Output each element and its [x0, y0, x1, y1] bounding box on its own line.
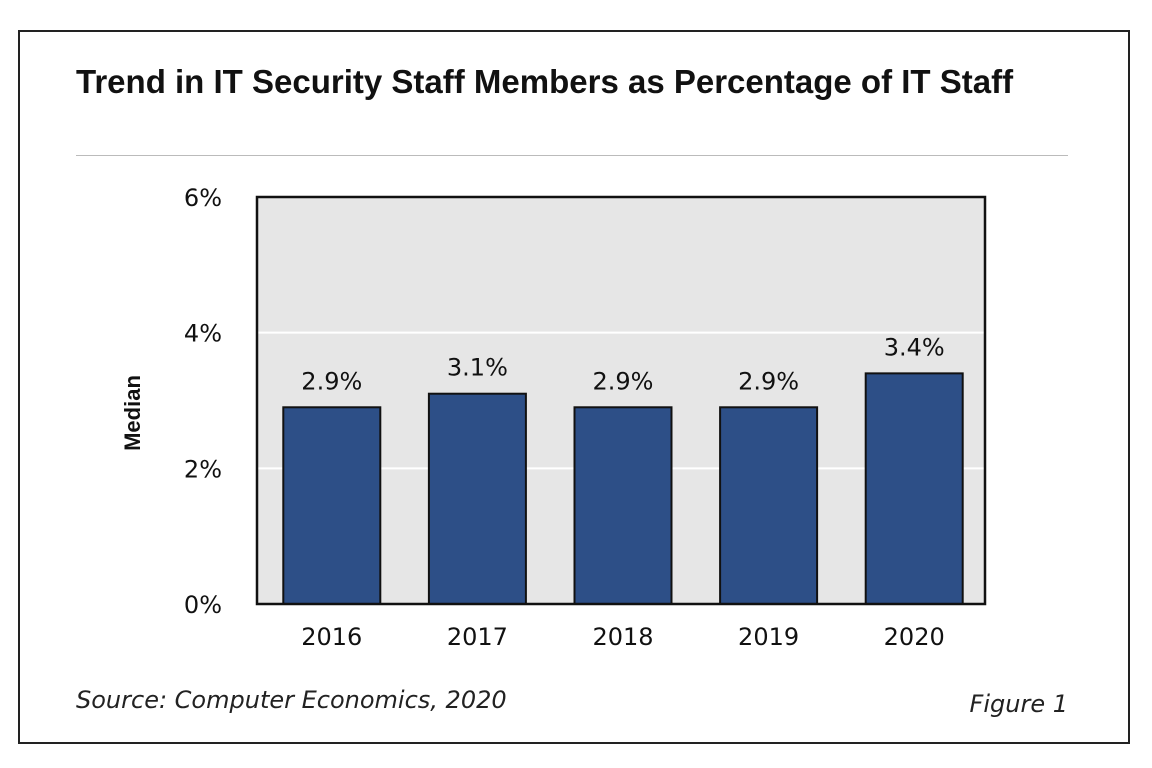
- data-label: 2.9%: [301, 367, 362, 395]
- data-label: 3.4%: [884, 333, 945, 361]
- x-tick-label: 2019: [738, 623, 799, 651]
- plot-border: [255, 195, 987, 606]
- title-divider: [76, 155, 1068, 156]
- y-tick-label: 6%: [184, 184, 222, 212]
- x-tick-label: 2018: [592, 623, 653, 651]
- bar: [573, 406, 673, 605]
- data-label: 2.9%: [738, 367, 799, 395]
- y-tick-label: 2%: [184, 455, 222, 483]
- x-tick-label: 2016: [301, 623, 362, 651]
- bar: [282, 406, 382, 605]
- figure-frame: [18, 30, 1130, 744]
- chart-title: Trend in IT Security Staff Members as Pe…: [76, 63, 1014, 100]
- data-label: 3.1%: [447, 354, 508, 382]
- bar: [427, 392, 527, 606]
- y-tick-label: 0%: [184, 591, 222, 619]
- bar: [864, 372, 964, 605]
- y-tick-label: 4%: [184, 320, 222, 348]
- x-tick-label: 2017: [447, 623, 508, 651]
- source-note: Source: Computer Economics, 2020: [76, 686, 507, 714]
- bar: [719, 406, 819, 605]
- figure-number: Figure 1: [969, 690, 1068, 718]
- data-label: 2.9%: [593, 367, 654, 395]
- x-tick-label: 2020: [884, 623, 945, 651]
